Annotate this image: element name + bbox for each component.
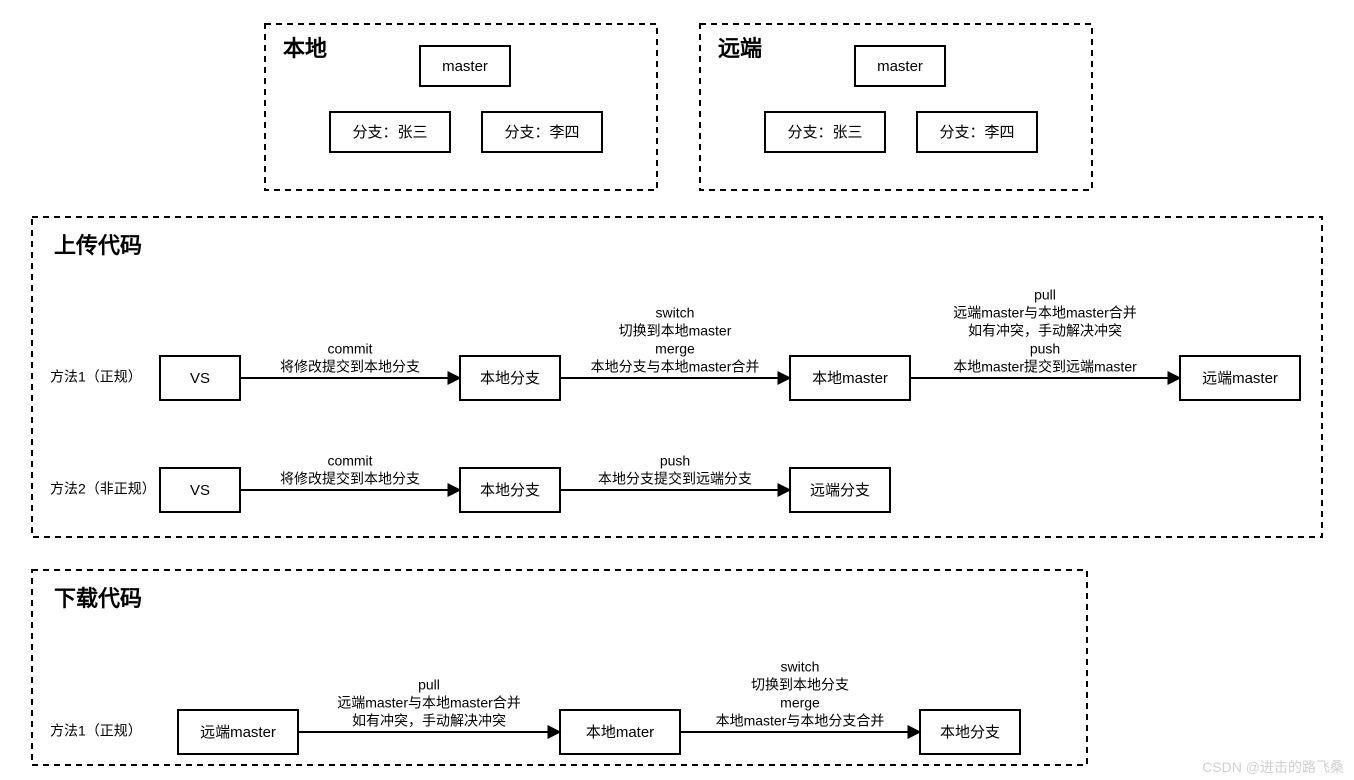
arrow-label: merge bbox=[780, 695, 820, 711]
node-label-dn-lmas: 本地mater bbox=[586, 724, 654, 741]
arrow-label: commit bbox=[327, 453, 372, 469]
node-label-dn-rmas: 远端master bbox=[200, 724, 276, 741]
diagram-canvas: 本地master分支：张三分支：李四远端master分支：张三分支：李四上传代码… bbox=[0, 0, 1354, 780]
section-title: 上传代码 bbox=[54, 233, 142, 258]
node-label-local-branch-a: 分支：张三 bbox=[352, 124, 427, 141]
node-label-remote-branch-a: 分支：张三 bbox=[787, 124, 862, 141]
arrow-label: switch bbox=[656, 305, 695, 321]
arrow-label: pull bbox=[418, 677, 440, 693]
watermark: CSDN @进击的路飞桑 bbox=[1202, 759, 1344, 775]
section-title: 远端 bbox=[718, 36, 762, 61]
node-label-up1-lbr: 本地分支 bbox=[480, 370, 540, 387]
node-label-up1-lmas: 本地master bbox=[812, 370, 888, 387]
arrow-label: commit bbox=[327, 341, 372, 357]
arrow-label: push bbox=[660, 453, 690, 469]
node-label-up1-rmas: 远端master bbox=[1202, 370, 1278, 387]
arrow-label: 本地master与本地分支合并 bbox=[716, 713, 885, 729]
arrow-label: 切换到本地分支 bbox=[751, 677, 849, 693]
row-label: 方法1（正规） bbox=[50, 369, 142, 385]
node-label-up2-lbr: 本地分支 bbox=[480, 482, 540, 499]
node-label-remote-branch-b: 分支：李四 bbox=[939, 124, 1014, 141]
node-label-local-master: master bbox=[442, 58, 488, 75]
arrow-label: 将修改提交到本地分支 bbox=[280, 359, 420, 375]
arrow-label: 如有冲突，手动解决冲突 bbox=[352, 713, 506, 729]
section-title: 下载代码 bbox=[54, 586, 142, 611]
arrow-label: 远端master与本地master合并 bbox=[337, 695, 521, 711]
node-label-up1-vs: VS bbox=[190, 370, 210, 387]
node-label-local-branch-b: 分支：李四 bbox=[504, 124, 579, 141]
arrow-label: 如有冲突，手动解决冲突 bbox=[968, 323, 1122, 339]
arrow-label: 远端master与本地master合并 bbox=[953, 305, 1137, 321]
arrow-label: 本地分支与本地master合并 bbox=[591, 359, 760, 375]
node-label-remote-master: master bbox=[877, 58, 923, 75]
arrow-label: merge bbox=[655, 341, 695, 357]
arrow-label: 本地分支提交到远端分支 bbox=[598, 471, 752, 487]
row-label: 方法2（非正规） bbox=[50, 481, 156, 497]
arrow-label: switch bbox=[781, 659, 820, 675]
node-label-dn-lbr: 本地分支 bbox=[940, 724, 1000, 741]
row-label: 方法1（正规） bbox=[50, 723, 142, 739]
node-label-up2-rbr: 远端分支 bbox=[810, 482, 870, 499]
node-label-up2-vs: VS bbox=[190, 482, 210, 499]
arrow-label: pull bbox=[1034, 287, 1056, 303]
arrow-label: push bbox=[1030, 341, 1060, 357]
arrow-label: 切换到本地master bbox=[619, 323, 732, 339]
arrow-label: 本地master提交到远端master bbox=[953, 359, 1137, 375]
arrow-label: 将修改提交到本地分支 bbox=[280, 471, 420, 487]
section-title: 本地 bbox=[283, 36, 327, 61]
